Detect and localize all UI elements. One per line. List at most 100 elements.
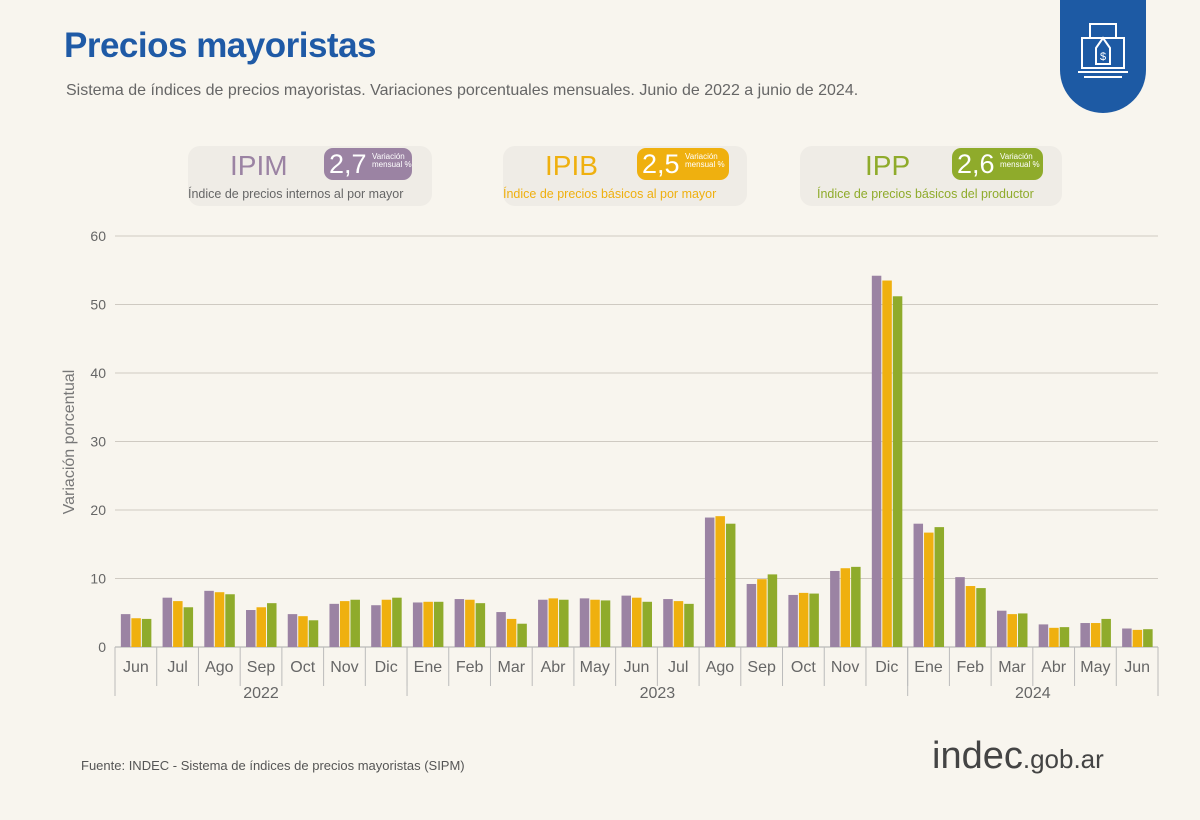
bar-ipim xyxy=(996,610,1007,647)
x-tick-label: Sep xyxy=(247,659,276,676)
bar-ipp xyxy=(725,523,736,647)
bar-ipib xyxy=(381,599,392,647)
x-tick-label: Dic xyxy=(875,659,898,676)
bar-ipp xyxy=(225,594,235,647)
bar-ipp xyxy=(267,603,277,647)
bar-ipib xyxy=(131,618,141,647)
bar-ipp xyxy=(141,618,152,647)
bar-ipp xyxy=(976,588,986,647)
bar-ipim xyxy=(621,595,631,647)
bar-ipp xyxy=(183,607,194,647)
ipim-value-label: Variación mensual % xyxy=(372,152,412,169)
bar-ipib xyxy=(632,597,642,647)
y-tick-label: 30 xyxy=(90,434,106,450)
bar-ipib xyxy=(465,599,475,647)
bar-ipib xyxy=(339,601,350,647)
bar-ipp xyxy=(934,527,945,647)
bar-ipp xyxy=(1017,613,1028,647)
ipp-value: 2,6 xyxy=(957,149,995,179)
bar-ipim xyxy=(1038,624,1049,647)
bar-ipim xyxy=(371,605,381,647)
bar-ipim xyxy=(496,612,506,647)
bar-ipp xyxy=(350,599,360,647)
bar-ipp xyxy=(684,603,694,647)
ipim-abbr: IPIM xyxy=(230,150,288,181)
bar-ipim xyxy=(955,577,965,647)
x-tick-label: Ago xyxy=(706,659,735,676)
bar-ipim xyxy=(579,598,590,647)
bar-ipp xyxy=(559,599,569,647)
bar-ipib xyxy=(924,532,934,647)
bar-ipp xyxy=(809,593,819,647)
year-label: 2023 xyxy=(640,685,676,702)
bar-ipp xyxy=(433,601,444,647)
bar-ipp xyxy=(892,296,903,647)
ipib-value: 2,5 xyxy=(642,149,680,179)
bar-ipib xyxy=(298,616,308,647)
bar-ipib xyxy=(882,280,892,647)
ipib-value-label: Variación mensual % xyxy=(685,152,725,169)
bar-ipim xyxy=(246,610,256,647)
bar-ipib xyxy=(590,599,600,647)
bar-ipib xyxy=(256,607,267,647)
y-tick-label: 10 xyxy=(90,571,106,587)
ipim-description: Índice de precios internos al por mayor xyxy=(188,187,404,201)
ipim-value-pill: 2,7 Variación mensual % xyxy=(324,148,412,180)
bar-ipp xyxy=(392,597,402,647)
x-tick-label: Dic xyxy=(375,659,398,676)
bar-ipim xyxy=(746,583,757,647)
bar-ipim xyxy=(1080,623,1090,647)
y-tick-label: 20 xyxy=(90,502,106,518)
year-label: 2022 xyxy=(243,685,279,702)
bar-ipib xyxy=(1007,614,1017,647)
bar-chart: Variación porcentual 0 10 20 30 40 50 60 Jun Jul… xyxy=(61,228,1159,702)
bar-ipib xyxy=(840,568,851,647)
y-tick-label: 40 xyxy=(90,365,106,381)
x-tick-label: Jun xyxy=(123,659,149,676)
bar-ipim xyxy=(204,590,214,647)
x-tick-label: Abr xyxy=(541,659,567,676)
x-tick-label: Ene xyxy=(914,659,943,676)
x-tick-label: Oct xyxy=(791,659,816,676)
x-tick-label: Abr xyxy=(1041,659,1067,676)
svg-text:$: $ xyxy=(1100,51,1106,63)
x-tick-label: Oct xyxy=(290,659,315,676)
x-tick-label: Jun xyxy=(1124,659,1150,676)
bar-ipim xyxy=(454,599,465,647)
bar-ipp xyxy=(475,603,486,647)
bar-ipim xyxy=(120,614,131,647)
indec-logo: indec.gob.ar xyxy=(932,735,1104,778)
ipp-abbr: IPP xyxy=(865,150,911,181)
bar-ipim xyxy=(704,517,715,647)
x-tick-label: Jun xyxy=(624,659,650,676)
x-tick-label: Ene xyxy=(414,659,443,676)
bar-ipib xyxy=(1132,629,1143,647)
bar-ipib xyxy=(423,601,433,647)
bar-ipim xyxy=(538,599,548,647)
year-label: 2024 xyxy=(1015,685,1051,702)
ipp-description: Índice de precios básicos del productor xyxy=(817,187,1034,201)
y-axis-label: Variación porcentual xyxy=(61,370,78,515)
bar-ipim xyxy=(871,275,882,647)
bar-ipim xyxy=(162,597,173,647)
source-note: Fuente: INDEC - Sistema de índices de pr… xyxy=(81,758,465,773)
x-tick-label: Mar xyxy=(498,659,526,676)
x-tick-label: Feb xyxy=(956,659,984,676)
bar-ipim xyxy=(329,603,339,647)
bar-ipp xyxy=(851,566,861,647)
bar-ipim xyxy=(830,570,840,647)
x-tick-label: Sep xyxy=(747,659,776,676)
bar-ipim xyxy=(913,523,924,647)
bar-ipp xyxy=(517,623,527,647)
ipp-value-label: Variación mensual % xyxy=(1000,152,1040,169)
bar-ipib xyxy=(673,601,684,647)
page-subtitle: Sistema de índices de precios mayoristas… xyxy=(66,82,859,99)
ipib-value-pill: 2,5 Variación mensual % xyxy=(637,148,729,180)
x-tick-label: Mar xyxy=(998,659,1026,676)
ipp-value-pill: 2,6 Variación mensual % xyxy=(952,148,1043,180)
bar-ipp xyxy=(1101,618,1111,647)
bar-ipib xyxy=(1090,623,1101,647)
price-tag-box-icon: $ xyxy=(1060,0,1146,113)
ipim-value: 2,7 xyxy=(329,149,367,179)
bar-ipim xyxy=(412,602,423,647)
